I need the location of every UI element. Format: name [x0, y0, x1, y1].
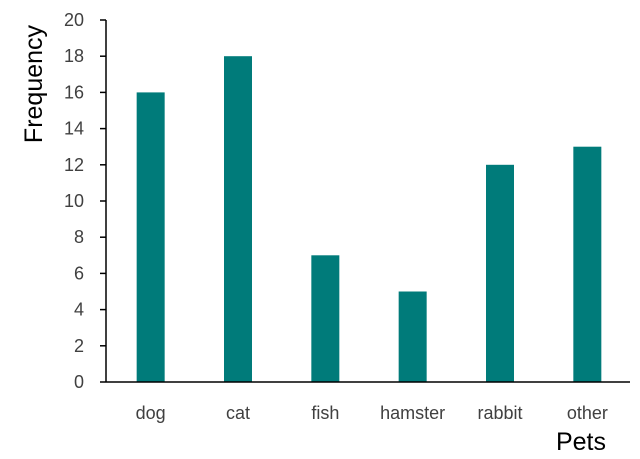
bar-fish: [311, 255, 340, 382]
x-axis-title: Pets: [556, 428, 606, 456]
bar-dog: [136, 92, 165, 383]
bar-rabbit: [486, 164, 514, 382]
bar-other: [573, 146, 602, 382]
x-tick-label: other: [567, 403, 608, 423]
y-tick-label: 12: [64, 155, 84, 175]
x-tick-label: fish: [311, 403, 339, 423]
y-tick-label: 18: [64, 46, 84, 66]
x-tick-label: rabbit: [477, 403, 522, 423]
bars: [136, 56, 602, 383]
y-tick-label: 14: [64, 119, 84, 139]
y-tick-label: 16: [64, 82, 84, 102]
y-tick-label: 4: [74, 300, 84, 320]
x-tick-label: dog: [136, 403, 166, 423]
y-tick-label: 20: [64, 10, 84, 30]
bar-hamster: [398, 291, 427, 382]
y-tick-label: 10: [64, 191, 84, 211]
y-tick-label: 6: [74, 263, 84, 283]
y-axis-ticks: 0 2 4 6 8 10 12 14 16 18 20: [64, 10, 106, 392]
x-axis-ticks: dog cat fish hamster rabbit other: [136, 403, 608, 423]
y-axis-title: Frequency: [20, 24, 48, 143]
bar-cat: [224, 56, 252, 382]
x-tick-label: hamster: [380, 403, 445, 423]
y-tick-label: 0: [74, 372, 84, 392]
y-tick-label: 2: [74, 336, 84, 356]
x-tick-label: cat: [226, 403, 250, 423]
y-tick-label: 8: [74, 227, 84, 247]
